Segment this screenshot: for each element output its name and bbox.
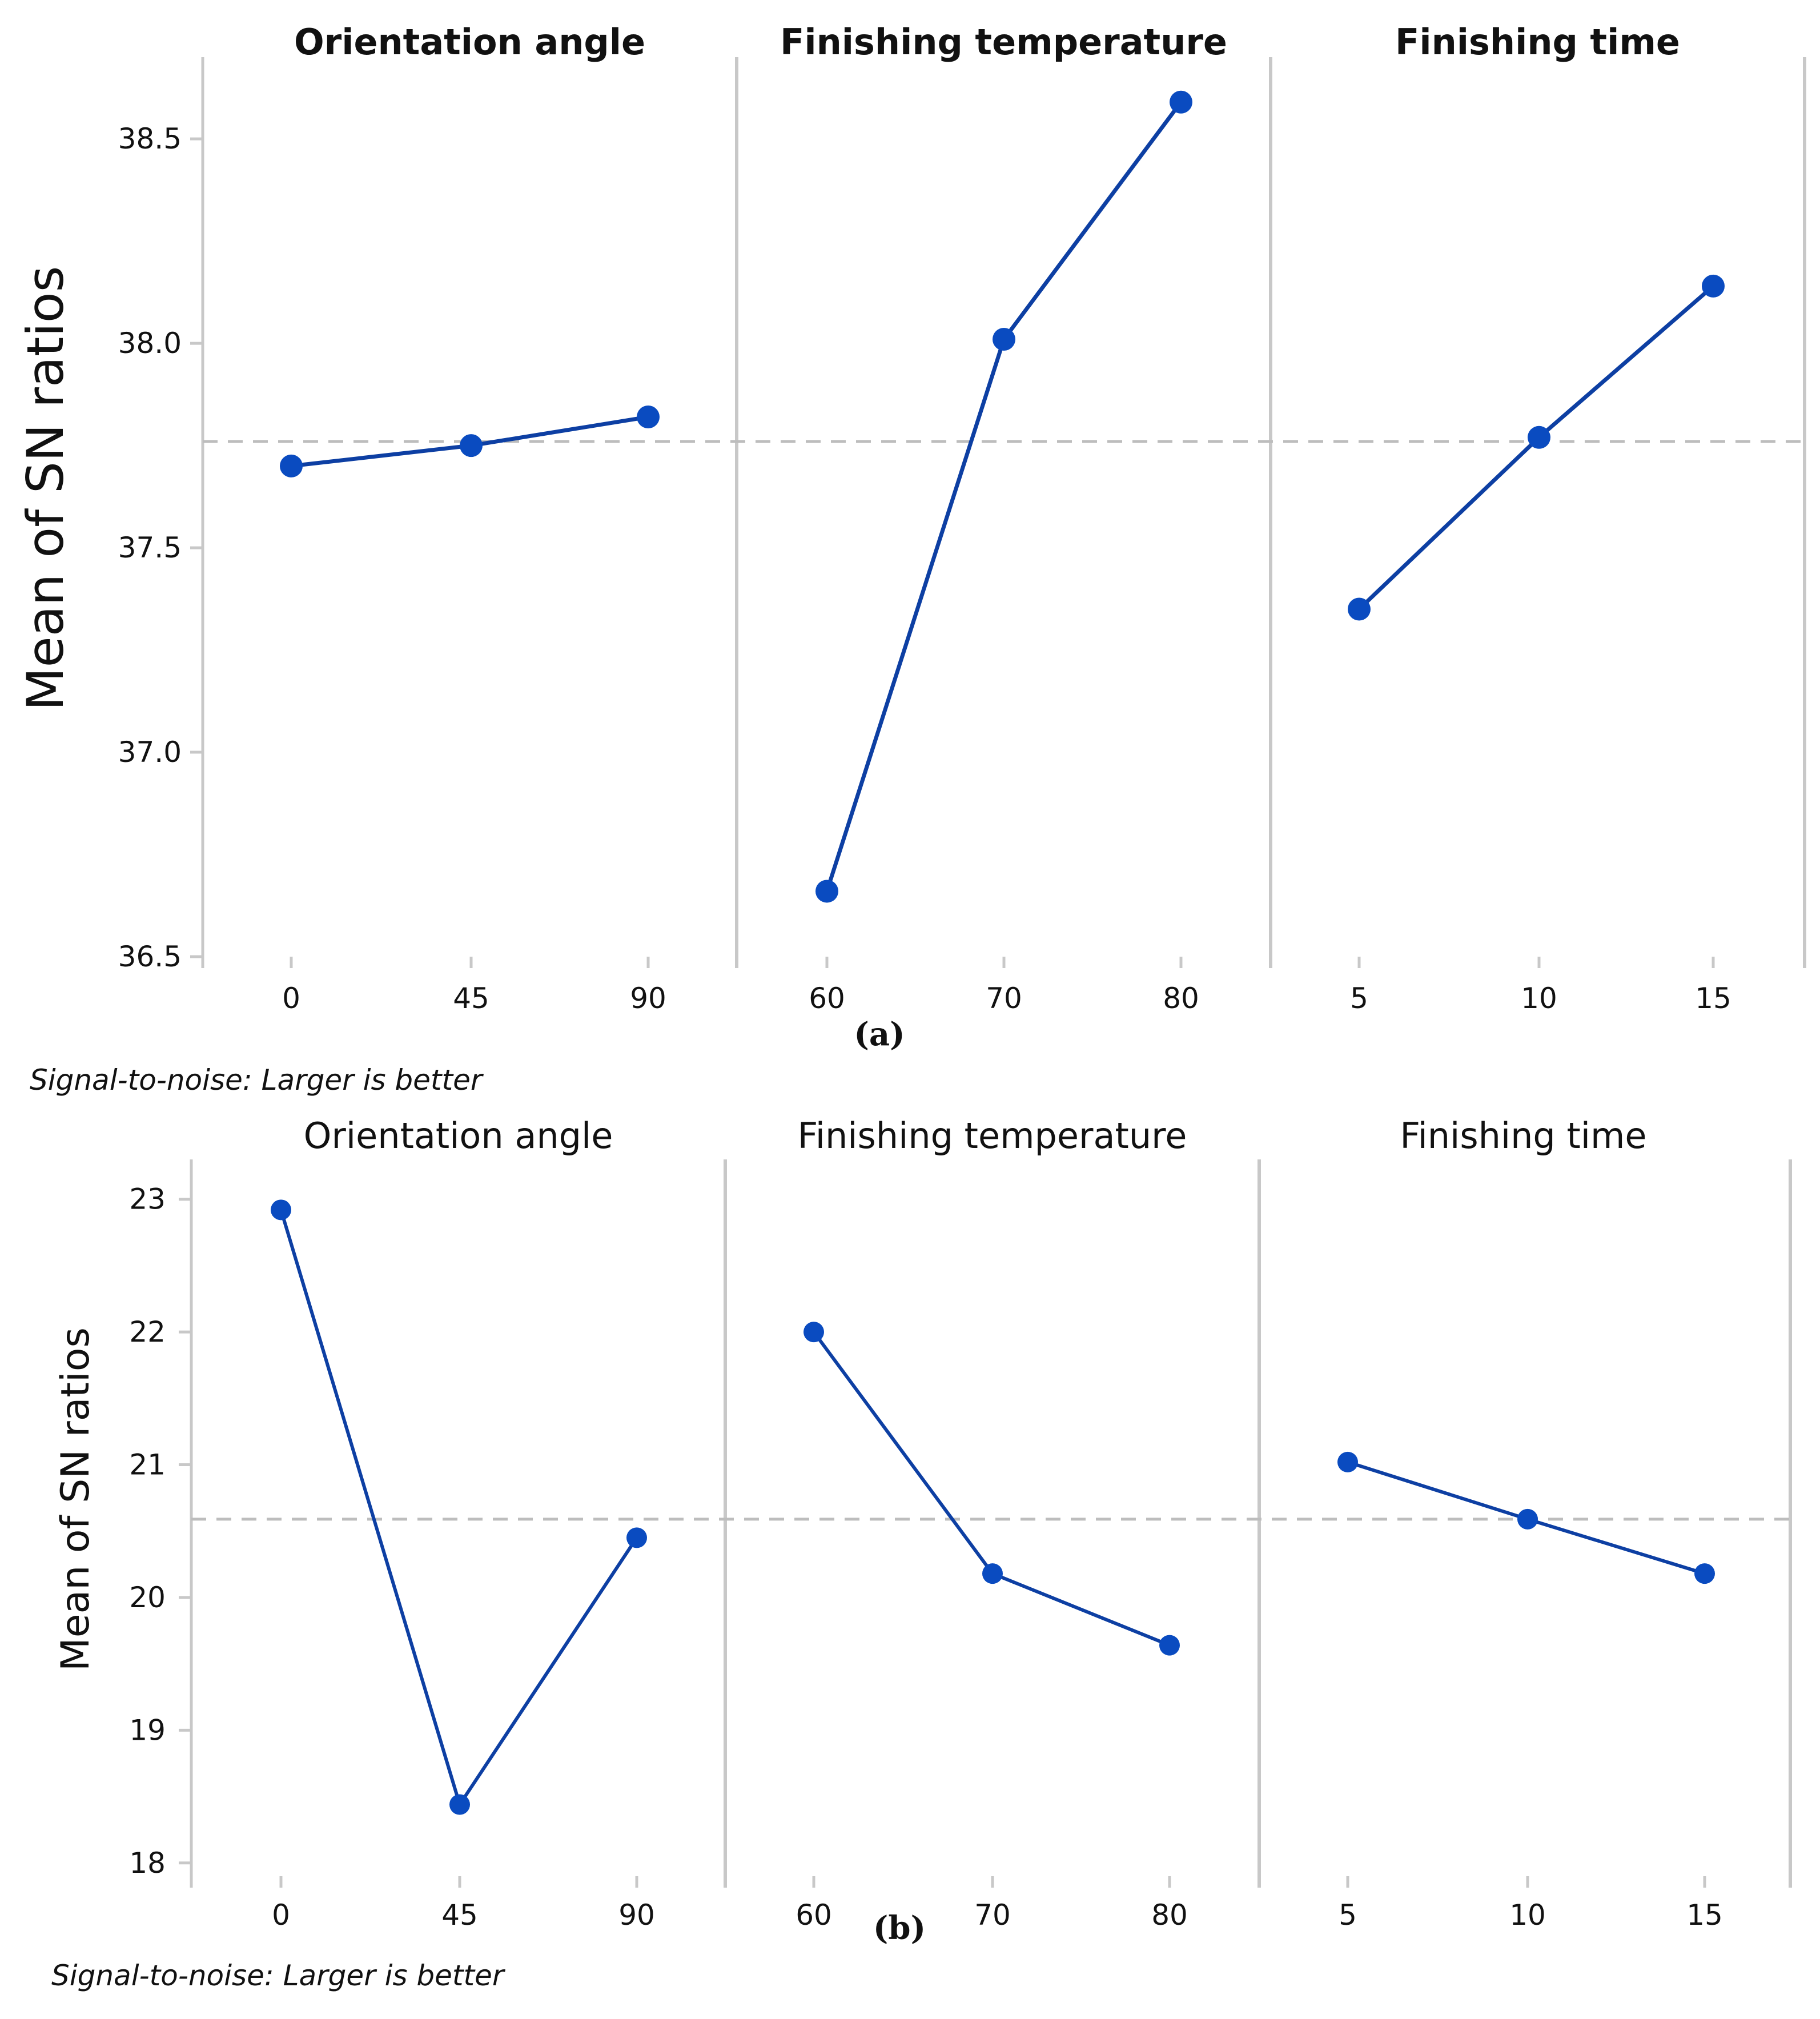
x-tick-label-b-0-1: 45 — [441, 1898, 478, 1932]
chart-a-main-effects: 36.5 37.0 37.5 38.0 38.5 Mean of SN ratios Ori… — [16, 21, 1810, 1015]
data-point-a-1-1 — [993, 327, 1015, 351]
y-tick-label-a-3: 38.0 — [118, 327, 182, 360]
x-tick-label-b-1-1: 70 — [974, 1898, 1011, 1932]
chart-b-main-effects: 18 19 20 21 22 23 Mean of SN ratios Orientation… — [53, 1115, 1796, 1932]
x-tick-label-b-2-1: 10 — [1509, 1898, 1546, 1932]
series-line-b-0 — [279, 1209, 638, 1807]
facet-title-a-2: Finishing time — [1395, 21, 1680, 63]
data-point-a-0-2 — [637, 406, 660, 428]
data-point-a-2-2 — [1702, 274, 1725, 298]
data-point-a-2-1 — [1528, 426, 1550, 449]
y-tick-label-b-5: 23 — [129, 1183, 166, 1216]
data-point-b-0-0 — [271, 1199, 291, 1221]
data-point-b-1-1 — [982, 1563, 1003, 1584]
data-point-b-1-0 — [803, 1322, 824, 1343]
data-point-b-0-1 — [449, 1794, 470, 1815]
x-tick-label-b-2-2: 15 — [1686, 1898, 1723, 1932]
data-point-a-1-2 — [1170, 90, 1192, 114]
panel-b-label: (b) — [873, 1909, 926, 1947]
x-tick-label-a-0-2: 90 — [630, 982, 666, 1015]
x-tick-label-b-2-0: 5 — [1339, 1898, 1357, 1932]
facet-title-a-0: Orientation angle — [294, 21, 645, 63]
data-point-b-0-2 — [626, 1527, 647, 1548]
data-point-a-2-0 — [1348, 597, 1371, 621]
facet-title-b-0: Orientation angle — [304, 1115, 613, 1157]
data-point-b-1-2 — [1159, 1635, 1180, 1656]
data-point-a-0-0 — [280, 454, 303, 477]
data-point-b-2-2 — [1694, 1563, 1715, 1584]
y-axis-title-b: Mean of SN ratios — [53, 1327, 98, 1671]
x-tick-label-a-1-1: 70 — [986, 982, 1022, 1015]
data-point-a-1-0 — [815, 880, 838, 903]
data-point-a-0-1 — [460, 434, 483, 457]
footnote-a: Signal-to-noise: Larger is better — [30, 1063, 484, 1097]
series-line-a-1 — [825, 101, 1183, 892]
y-tick-label-b-0: 18 — [129, 1847, 166, 1880]
facet-title-b-2: Finishing time — [1400, 1115, 1646, 1157]
x-tick-label-b-1-0: 60 — [796, 1898, 832, 1932]
facet-title-a-1: Finishing temperature — [780, 21, 1227, 63]
x-tick-label-b-0-0: 0 — [272, 1898, 290, 1932]
x-tick-label-a-2-1: 10 — [1521, 982, 1557, 1015]
series-line-b-1 — [812, 1331, 1171, 1647]
y-tick-label-a-4: 38.5 — [118, 122, 182, 155]
panel-a-label: (a) — [854, 1015, 905, 1053]
x-tick-label-a-1-0: 60 — [809, 982, 845, 1015]
y-tick-label-a-0: 36.5 — [118, 940, 182, 973]
y-axis-title-a: Mean of SN ratios — [16, 266, 75, 711]
data-point-b-2-1 — [1517, 1508, 1538, 1530]
data-point-b-2-0 — [1337, 1451, 1358, 1472]
y-tick-label-b-4: 22 — [129, 1315, 166, 1348]
x-tick-label-a-1-2: 80 — [1163, 982, 1199, 1015]
y-tick-label-b-3: 21 — [129, 1448, 166, 1482]
facet-title-b-1: Finishing temperature — [798, 1115, 1187, 1157]
y-tick-label-b-1: 19 — [129, 1713, 166, 1747]
x-tick-label-a-2-0: 5 — [1350, 982, 1368, 1015]
y-tick-label-a-1: 37.0 — [118, 736, 182, 769]
x-tick-label-b-1-2: 80 — [1151, 1898, 1188, 1932]
x-tick-label-a-0-1: 45 — [453, 982, 489, 1015]
x-tick-label-b-0-2: 90 — [618, 1898, 655, 1932]
x-tick-label-a-0-0: 0 — [282, 982, 300, 1015]
y-tick-label-a-2: 37.5 — [118, 531, 182, 564]
x-tick-label-a-2-2: 15 — [1695, 982, 1731, 1015]
footnote-b: Signal-to-noise: Larger is better — [51, 1959, 506, 1992]
y-tick-label-b-2: 20 — [129, 1581, 166, 1614]
